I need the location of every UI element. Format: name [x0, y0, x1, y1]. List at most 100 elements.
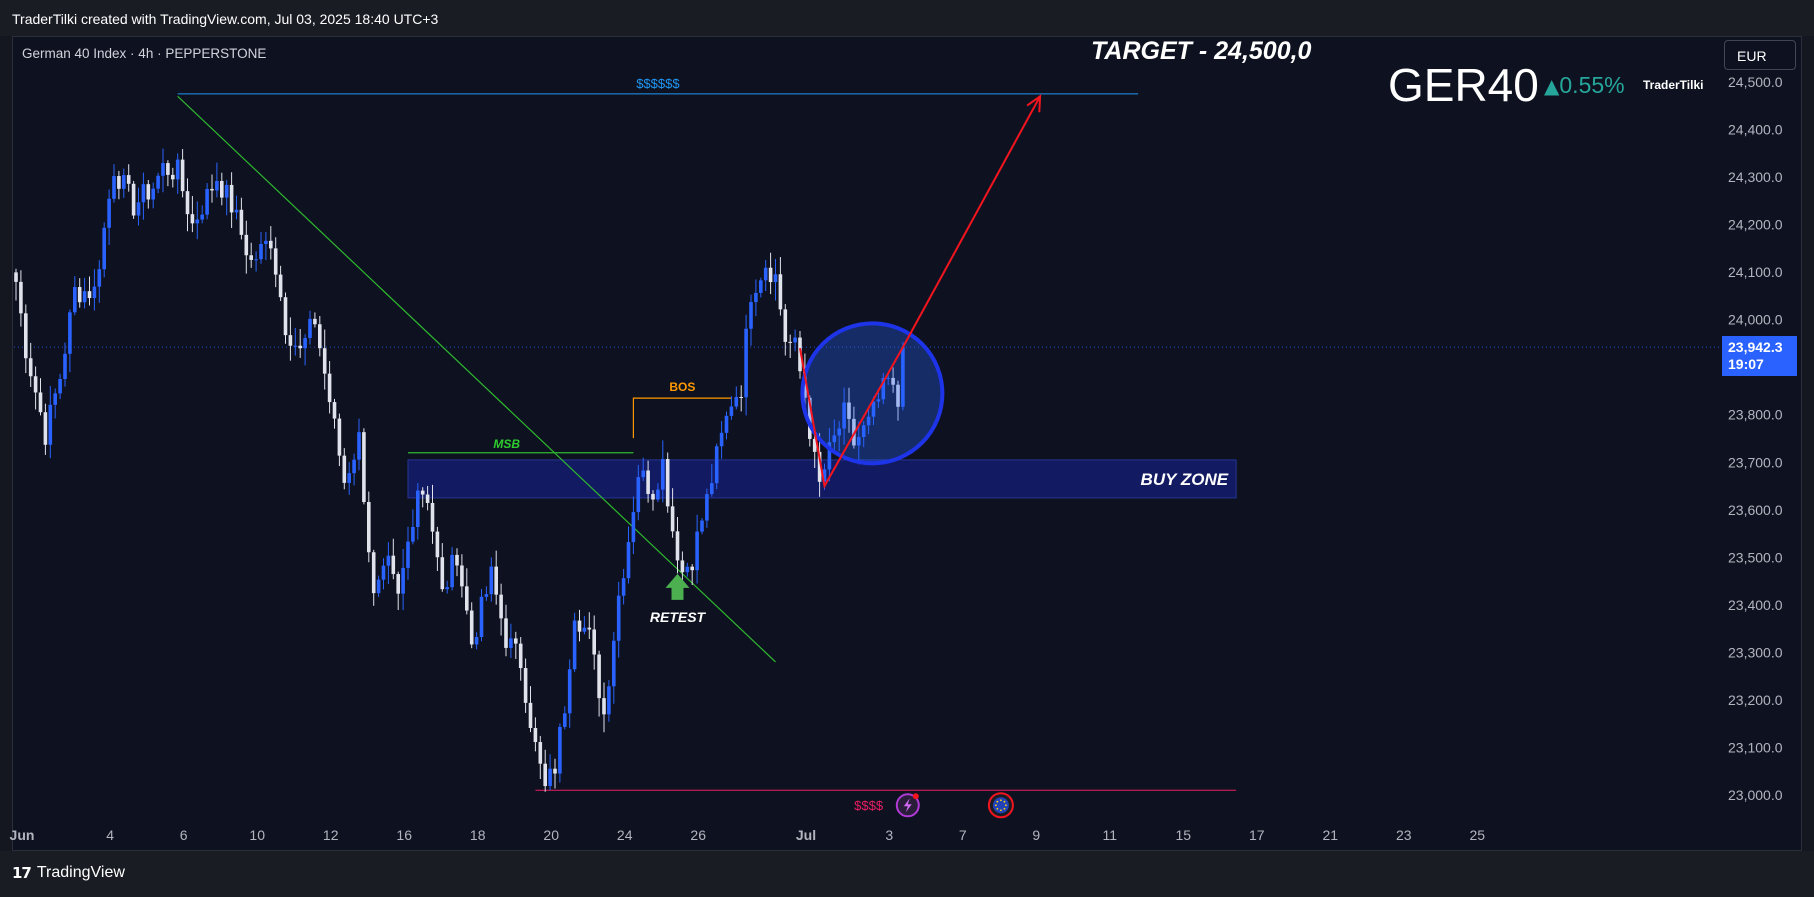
- candle-body: [38, 392, 43, 413]
- candle-body: [14, 272, 18, 282]
- x-tick-label: 15: [1176, 827, 1192, 843]
- candle-body: [406, 541, 410, 568]
- candle-body: [631, 512, 636, 543]
- candle-body: [28, 358, 33, 377]
- candle-body: [112, 176, 116, 199]
- candle-body: [543, 763, 547, 787]
- y-tick-label: 23,200.0: [1728, 692, 1783, 708]
- candle-body: [440, 557, 445, 590]
- candle-body: [651, 493, 655, 500]
- candle-body: [489, 566, 494, 595]
- candle-body: [514, 638, 518, 644]
- candle-body: [293, 345, 298, 347]
- x-tick-label: Jun: [10, 827, 35, 843]
- candle-body: [705, 494, 709, 521]
- candle-body: [729, 406, 734, 416]
- tradingview-logo-icon: 17: [12, 864, 32, 882]
- candle-body: [82, 291, 87, 303]
- y-tick-label: 23,500.0: [1728, 549, 1783, 565]
- candle-body: [318, 324, 322, 349]
- candle-body: [876, 399, 881, 402]
- candle-body: [347, 473, 351, 483]
- x-tick-label: Jul: [796, 827, 816, 843]
- symbol-description: German 40 Index · 4h · PEPPERSTONE: [22, 46, 267, 61]
- x-tick-label: 26: [690, 827, 706, 843]
- candle-body: [411, 526, 415, 542]
- candle-body: [308, 318, 312, 339]
- x-tick-label: 24: [617, 827, 633, 843]
- x-tick-label: 9: [1032, 827, 1040, 843]
- candle-body: [156, 175, 160, 189]
- candle-body: [744, 328, 748, 398]
- notification-dot-icon: [912, 793, 919, 800]
- y-tick-label: 23,300.0: [1728, 644, 1783, 660]
- candle-body: [768, 267, 773, 283]
- candle-body: [700, 520, 704, 532]
- candle-body: [48, 404, 53, 445]
- candle-body: [592, 629, 596, 655]
- lines-layer: [14, 93, 1720, 791]
- candle-body: [798, 337, 802, 372]
- candle-body: [288, 335, 293, 346]
- candle-body: [616, 595, 621, 641]
- last-price-tag: 23,942.3 19:07: [1722, 336, 1797, 376]
- candle-body: [435, 531, 440, 558]
- candle-body: [553, 768, 557, 774]
- chart-frame[interactable]: [12, 36, 1802, 851]
- candle-body: [891, 377, 895, 385]
- bottom-bar: 17 TradingView: [0, 851, 1814, 897]
- candle-body: [362, 432, 366, 502]
- x-tick-label: 7: [959, 827, 967, 843]
- y-tick-label: 23,800.0: [1728, 407, 1783, 423]
- price-change-value: 0.55%: [1559, 72, 1625, 98]
- candle-body: [533, 727, 538, 743]
- currency-button[interactable]: EUR: [1724, 40, 1796, 70]
- buy-zone-box: [407, 459, 1237, 499]
- candle-body: [313, 318, 317, 325]
- candle-body: [866, 416, 871, 426]
- candle-body: [166, 163, 170, 175]
- candle-body: [92, 286, 97, 299]
- candle-body: [205, 188, 209, 215]
- candle-body: [332, 402, 337, 419]
- eu-flag-star-icon: [996, 807, 999, 810]
- retest-label: RETEST: [650, 609, 707, 625]
- tradingview-logo[interactable]: 17 TradingView: [12, 864, 125, 882]
- candle-body: [548, 768, 552, 787]
- y-tick-label: 23,400.0: [1728, 597, 1783, 613]
- x-tick-label: 6: [180, 827, 188, 843]
- msb-label: MSB: [493, 437, 520, 451]
- eu-flag-star-icon: [1003, 807, 1006, 810]
- candle-body: [416, 490, 420, 527]
- candle-body: [602, 698, 606, 715]
- candle-body: [469, 610, 474, 645]
- v-pattern-line: [799, 346, 904, 489]
- candle-body: [680, 560, 685, 573]
- candle-body: [234, 209, 239, 213]
- candle-body: [367, 501, 371, 553]
- x-tick-label: 23: [1396, 827, 1412, 843]
- candle-body: [690, 566, 694, 571]
- y-tick-label: 24,100.0: [1728, 264, 1783, 280]
- candle-body: [484, 594, 489, 597]
- zones-layer: [407, 459, 1237, 499]
- candle-body: [612, 640, 616, 687]
- candle-body: [621, 578, 626, 596]
- target-arrow-head-icon: [1026, 94, 1042, 113]
- candle-body: [357, 432, 361, 460]
- candle-body: [710, 483, 714, 495]
- candle-body: [523, 668, 528, 703]
- candle-body: [808, 397, 812, 439]
- candle-body: [224, 184, 229, 198]
- x-tick-label: 4: [106, 827, 114, 843]
- candle-body: [822, 469, 827, 482]
- candle-body: [401, 567, 405, 594]
- candle-body: [499, 594, 503, 619]
- candle-body: [107, 198, 111, 228]
- candle-body: [68, 312, 72, 354]
- candle-body: [239, 209, 244, 235]
- candle-body: [63, 353, 67, 380]
- candle-body: [734, 397, 739, 407]
